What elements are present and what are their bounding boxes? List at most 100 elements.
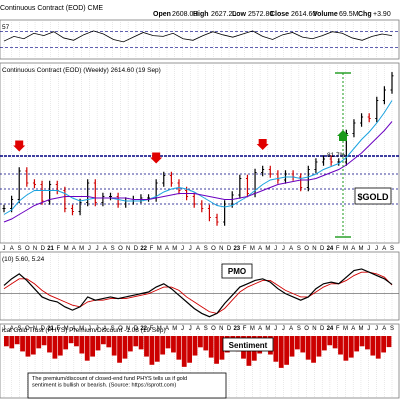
x-tick-label: F [243,246,247,252]
x-tick-label: A [72,246,76,252]
x-tick-label: S [18,326,22,332]
x-tick-label: M [343,326,348,332]
x-tick-label: N [33,246,37,252]
x-tick-label: N [33,326,37,332]
sentiment-bar [208,336,214,358]
sentiment-bar [176,336,182,360]
sentiment-annotation: Sentiment [229,341,268,350]
sentiment-bar [171,336,176,353]
x-tick-label: S [18,246,22,252]
sentiment-bar [90,336,96,357]
x-tick-label: A [258,326,262,332]
x-tick-label: A [196,246,200,252]
sentiment-bar [316,336,322,357]
x-tick-label: A [382,246,386,252]
sentiment-bar [14,336,20,345]
x-tick-label: O [118,246,123,252]
x-tick-label: 22 [140,326,147,332]
note-line: The premium/discount of closed-end fund … [32,376,187,382]
sentiment-bar [30,336,36,355]
x-tick-label: F [336,326,340,332]
x-tick-label: M [265,326,270,332]
sentiment-bar [359,336,365,347]
x-tick-label: J [282,246,285,252]
x-tick-label: F [150,246,154,252]
sentiment-bar [133,336,139,347]
sentiment-bar [343,336,349,361]
volume-label: Volume [313,11,338,18]
sentiment-bar [160,336,166,355]
x-tick-label: M [79,326,84,332]
sentiment-bar [192,336,198,356]
sentiment-bar [47,336,52,353]
sentiment-bar [84,336,90,361]
sentiment-bar [327,336,333,346]
sell-signal-arrow [256,139,269,150]
sentiment-bar [203,336,209,351]
rsi-panel-frame [0,19,400,60]
x-tick-label: M [172,246,177,252]
sentiment-bars-group [4,336,392,368]
sentiment-bar [117,336,122,363]
x-tick-label: N [219,326,223,332]
sentiment-bar [289,336,295,357]
sentiment-bar [375,336,381,359]
x-tick-label: J [3,326,6,332]
x-tick-label: M [157,326,162,332]
sentiment-bar [181,336,187,367]
sentiment-bar [106,336,112,348]
x-tick-label: S [297,326,301,332]
x-tick-label: A [72,326,76,332]
panel-frames [0,19,400,399]
volume-value: 69.5M [339,11,359,18]
x-tick-label: J [274,246,277,252]
x-tick-label: S [204,246,208,252]
x-tick-label: O [211,246,216,252]
sentiment-bar [25,336,31,357]
sentiment-bar [273,336,279,362]
note-text: The premium/discount of closed-end fund … [32,376,187,389]
sentiment-bar [74,336,79,347]
x-tick-label: J [375,326,378,332]
chg-label: Chg [358,11,372,18]
x-tick-label: D [41,326,46,332]
x-tick-label: M [358,326,363,332]
x-tick-label: F [336,246,340,252]
high-value: 2627.20 [211,11,236,18]
x-tick-label: D [227,326,232,332]
ma-long-line [3,121,393,223]
x-tick-label: O [25,246,30,252]
sentiment-bar [365,336,370,350]
note-box [27,372,227,399]
price-series-group [0,72,399,238]
rsi-label: 57 [2,24,10,31]
sentiment-bar [311,336,316,363]
sentiment-bar [41,336,47,346]
pmo-annotation: PMO [228,267,246,276]
x-tick-label: M [64,326,69,332]
sentiment-bar [305,336,311,360]
x-tick-label: J [189,326,192,332]
x-tick-label: F [243,326,247,332]
sentiment-bar [332,336,338,349]
sentiment-bar [295,336,300,350]
x-tick-label: J [96,326,99,332]
symbol-badge [354,187,392,205]
x-tick-label: 24 [327,246,334,252]
x-tick-label: M [172,326,177,332]
close-value: 2614.60 [291,11,316,18]
x-tick-label: M [157,246,162,252]
x-tick-label: 22 [140,246,147,252]
sentiment-bar [52,336,58,359]
sentiment-bar [284,336,290,365]
sentiment-bar [278,336,284,368]
pmo-badge [221,263,253,279]
x-tick-label: D [134,326,139,332]
sentiment-bar [154,336,160,362]
x-tick-label: A [382,326,386,332]
close-label: Close [270,11,289,18]
x-tick-label: J [367,326,370,332]
x-tick-label: J [189,246,192,252]
x-tick-label: N [126,326,130,332]
